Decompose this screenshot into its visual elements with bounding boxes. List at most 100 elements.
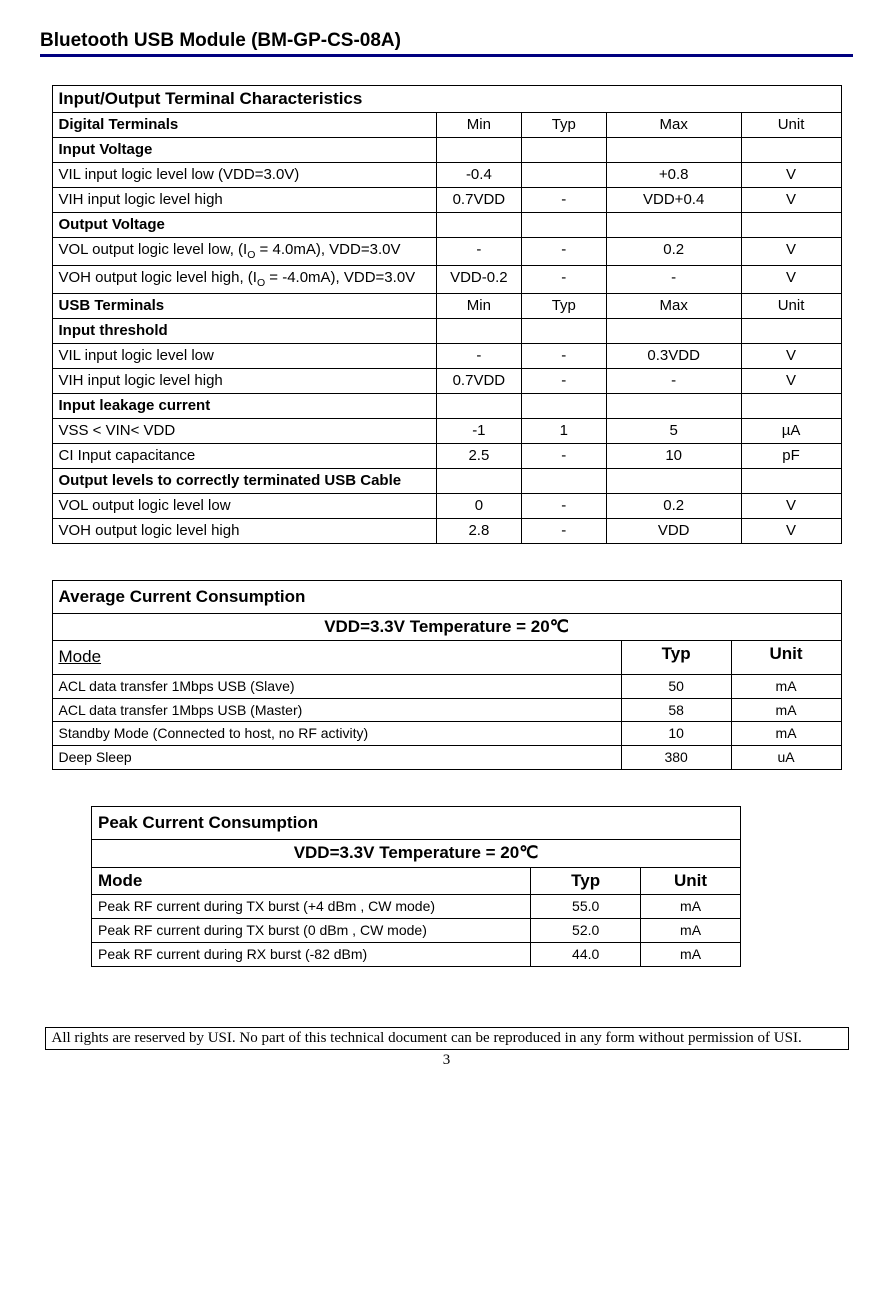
io-terminal-characteristics-table: Input/Output Terminal Characteristics Di… [52,85,842,544]
col-header: USB Terminals [52,293,436,318]
table-title: Average Current Consumption [52,580,841,613]
param-cell: VOH output logic level high, (IO = -4.0m… [52,265,436,293]
value-cell: mA [731,698,841,722]
document-title: Bluetooth USB Module (BM-GP-CS-08A) [40,30,853,57]
col-header: Max [606,113,741,138]
table-subtitle: VDD=3.3V Temperature = 20℃ [52,613,841,640]
table-row: VDD=3.3V Temperature = 20℃ [52,613,841,640]
value-cell: 0.7VDD [436,188,521,213]
param-cell: ACL data transfer 1Mbps USB (Slave) [52,674,621,698]
param-cell: VIL input logic level low (VDD=3.0V) [52,163,436,188]
value-cell: - [606,368,741,393]
col-header: Digital Terminals [52,113,436,138]
value-cell: - [521,188,606,213]
value-cell [521,163,606,188]
table-row: CI Input capacitance 2.5 - 10 pF [52,443,841,468]
col-header: Typ [521,113,606,138]
param-cell: Peak RF current during RX burst (-82 dBm… [92,942,531,966]
value-cell: µA [741,418,841,443]
table-row: VDD=3.3V Temperature = 20℃ [92,840,741,867]
value-cell: 10 [621,722,731,746]
table-row: Input threshold [52,318,841,343]
table-row: VIH input logic level high 0.7VDD - VDD+… [52,188,841,213]
value-cell: 58 [621,698,731,722]
value-cell: VDD-0.2 [436,265,521,293]
value-cell: 380 [621,746,731,770]
table-row: VIL input logic level low - - 0.3VDD V [52,343,841,368]
param-cell: VOH output logic level high [52,518,436,543]
table-row: Output Voltage [52,213,841,238]
col-header: Unit [641,867,741,894]
value-cell: 0.2 [606,493,741,518]
table-row: VIL input logic level low (VDD=3.0V) -0.… [52,163,841,188]
value-cell: 0.2 [606,238,741,266]
value-cell: - [521,343,606,368]
table-row: Input/Output Terminal Characteristics [52,86,841,113]
value-cell: V [741,238,841,266]
table-row: Input leakage current [52,393,841,418]
table-row: Standby Mode (Connected to host, no RF a… [52,722,841,746]
table-title: Peak Current Consumption [92,806,741,839]
section-label: Input Voltage [52,138,436,163]
value-cell: 2.8 [436,518,521,543]
table-row: Peak RF current during RX burst (-82 dBm… [92,942,741,966]
value-cell: uA [731,746,841,770]
table-row: Peak Current Consumption [92,806,741,839]
value-cell: -0.4 [436,163,521,188]
value-cell: mA [641,918,741,942]
param-cell: Deep Sleep [52,746,621,770]
table-row: ACL data transfer 1Mbps USB (Slave) 50 m… [52,674,841,698]
col-header: Min [436,293,521,318]
value-cell: 5 [606,418,741,443]
table-row: Input Voltage [52,138,841,163]
table-row: VOL output logic level low, (IO = 4.0mA)… [52,238,841,266]
col-header: Typ [521,293,606,318]
value-cell: V [741,188,841,213]
table-row: VIH input logic level high 0.7VDD - - V [52,368,841,393]
value-cell: pF [741,443,841,468]
value-cell: - [521,238,606,266]
value-cell: VDD+0.4 [606,188,741,213]
col-header: Min [436,113,521,138]
value-cell: V [741,368,841,393]
col-header: Unit [741,293,841,318]
table-row: Mode Typ Unit [52,641,841,674]
section-label: Output levels to correctly terminated US… [52,468,436,493]
value-cell: 0 [436,493,521,518]
table-row: Deep Sleep 380 uA [52,746,841,770]
col-header: Max [606,293,741,318]
value-cell: - [521,493,606,518]
param-cell: VOL output logic level low [52,493,436,518]
table-row: VOH output logic level high, (IO = -4.0m… [52,265,841,293]
value-cell: 55.0 [531,895,641,919]
table-row: ACL data transfer 1Mbps USB (Master) 58 … [52,698,841,722]
value-cell: V [741,518,841,543]
table-row: VOL output logic level low 0 - 0.2 V [52,493,841,518]
section-label: Output Voltage [52,213,436,238]
param-cell: Standby Mode (Connected to host, no RF a… [52,722,621,746]
col-header: Typ [531,867,641,894]
value-cell: 10 [606,443,741,468]
param-cell: VIL input logic level low [52,343,436,368]
peak-current-consumption-table: Peak Current Consumption VDD=3.3V Temper… [91,806,741,967]
value-cell: V [741,343,841,368]
value-cell: 0.3VDD [606,343,741,368]
table-subtitle: VDD=3.3V Temperature = 20℃ [92,840,741,867]
value-cell: 52.0 [531,918,641,942]
col-header: Mode [92,867,531,894]
value-cell: V [741,163,841,188]
table-title: Input/Output Terminal Characteristics [52,86,841,113]
value-cell: 2.5 [436,443,521,468]
table-row: Average Current Consumption [52,580,841,613]
param-cell: VIH input logic level high [52,188,436,213]
value-cell: 50 [621,674,731,698]
param-cell: VOL output logic level low, (IO = 4.0mA)… [52,238,436,266]
param-cell: Peak RF current during TX burst (0 dBm ,… [92,918,531,942]
value-cell: mA [641,895,741,919]
table-row: Peak RF current during TX burst (0 dBm ,… [92,918,741,942]
table-row: Mode Typ Unit [92,867,741,894]
table-row: USB Terminals Min Typ Max Unit [52,293,841,318]
value-cell: - [521,265,606,293]
table-row: Digital Terminals Min Typ Max Unit [52,113,841,138]
value-cell: 1 [521,418,606,443]
